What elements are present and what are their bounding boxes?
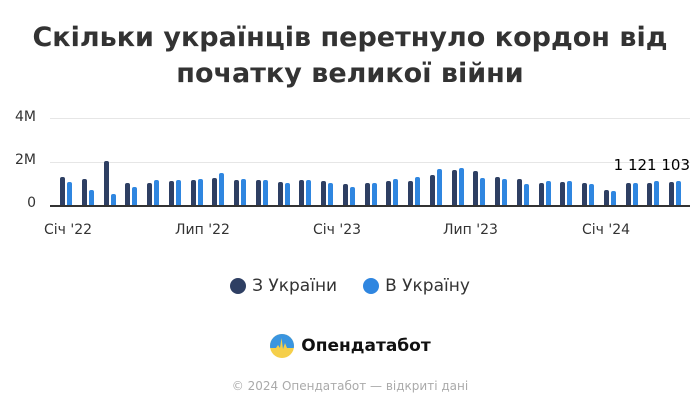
title-line-2: початку великої війни	[176, 58, 524, 89]
chart-title: Скільки українців перетнуло кордон від п…	[0, 20, 700, 92]
bar[interactable]	[110, 194, 116, 205]
title-line-1: Скільки українців перетнуло кордон від	[32, 22, 668, 53]
bar[interactable]	[676, 181, 681, 205]
footer-copyright: © 2024 Опендатабот — відкриті дані	[231, 379, 469, 393]
brand-name: Опендатабот	[301, 336, 431, 356]
bar[interactable]	[321, 181, 326, 205]
bar[interactable]	[190, 180, 196, 205]
bar[interactable]	[262, 180, 268, 205]
bar[interactable]	[560, 182, 566, 205]
bar[interactable]	[299, 180, 305, 205]
bar[interactable]	[67, 182, 72, 205]
bar[interactable]	[669, 182, 674, 205]
bar[interactable]	[654, 181, 660, 205]
y-tick-4m: 4M	[15, 109, 36, 125]
bar[interactable]	[277, 182, 283, 205]
bar[interactable]	[168, 181, 174, 205]
bar[interactable]	[349, 187, 355, 205]
bar[interactable]	[408, 181, 413, 205]
legend-item-inbound[interactable]: В Україну	[363, 276, 470, 296]
bar[interactable]	[523, 184, 529, 205]
x-tick-jul22: Лип '22	[175, 222, 230, 238]
bar[interactable]	[495, 177, 500, 205]
bar[interactable]	[212, 178, 218, 205]
legend: З України В Україну	[0, 276, 700, 296]
y-tick-0: 0	[27, 195, 36, 211]
legend-label: В Україну	[385, 276, 470, 296]
bar[interactable]	[473, 171, 479, 205]
bar[interactable]	[60, 177, 65, 205]
bar[interactable]	[436, 169, 442, 205]
x-tick-jul23: Лип '23	[443, 222, 498, 238]
bar[interactable]	[480, 178, 486, 205]
legend-label: З України	[252, 276, 338, 296]
bar[interactable]	[328, 183, 333, 205]
bar[interactable]	[371, 183, 377, 205]
bar[interactable]	[125, 183, 131, 205]
opendatabot-logo-icon	[270, 334, 295, 358]
legend-item-outbound[interactable]: З України	[230, 276, 337, 296]
bar[interactable]	[625, 183, 631, 205]
bar[interactable]	[538, 183, 544, 205]
bar[interactable]	[610, 191, 616, 205]
bar[interactable]	[81, 179, 87, 205]
bar[interactable]	[567, 181, 573, 205]
legend-dot-icon	[363, 278, 380, 294]
bar[interactable]	[234, 180, 239, 205]
gridline-2m	[50, 162, 690, 163]
x-tick-jan23: Січ '23	[313, 222, 362, 238]
bar[interactable]	[632, 183, 638, 205]
bar[interactable]	[284, 183, 290, 205]
bar[interactable]	[516, 179, 522, 205]
bar[interactable]	[241, 179, 246, 205]
last-value-annotation: 1 121 103	[613, 156, 690, 174]
bar[interactable]	[103, 161, 109, 205]
bar[interactable]	[451, 170, 457, 205]
bar[interactable]	[306, 180, 312, 205]
legend-dot-icon	[230, 278, 247, 294]
bar[interactable]	[88, 190, 94, 205]
bar[interactable]	[415, 177, 420, 205]
bar[interactable]	[393, 179, 399, 205]
bar[interactable]	[342, 184, 348, 205]
bar[interactable]	[255, 180, 261, 205]
bar[interactable]	[219, 173, 225, 205]
bar[interactable]	[603, 190, 609, 205]
bar[interactable]	[132, 187, 138, 205]
bar[interactable]	[154, 180, 159, 205]
bar[interactable]	[197, 179, 203, 205]
bar[interactable]	[386, 181, 392, 205]
x-tick-jan22: Січ '22	[44, 222, 93, 238]
bar[interactable]	[175, 180, 181, 205]
gridline-4m	[50, 118, 690, 119]
bar[interactable]	[364, 183, 370, 205]
x-tick-jan24: Січ '24	[582, 222, 631, 238]
bar[interactable]	[647, 183, 653, 205]
x-axis-line	[50, 205, 690, 207]
bar[interactable]	[582, 183, 587, 205]
bar[interactable]	[502, 179, 507, 205]
bar-chart: 4M 2M 0 Січ '22 Лип '22 Січ '23 Лип '23 …	[0, 100, 700, 250]
bar[interactable]	[458, 168, 464, 205]
brand-logo: Опендатабот	[0, 333, 700, 359]
bar[interactable]	[545, 181, 551, 205]
bar[interactable]	[429, 175, 435, 205]
bar[interactable]	[147, 183, 152, 205]
bar[interactable]	[589, 184, 594, 205]
y-tick-2m: 2M	[15, 152, 36, 168]
